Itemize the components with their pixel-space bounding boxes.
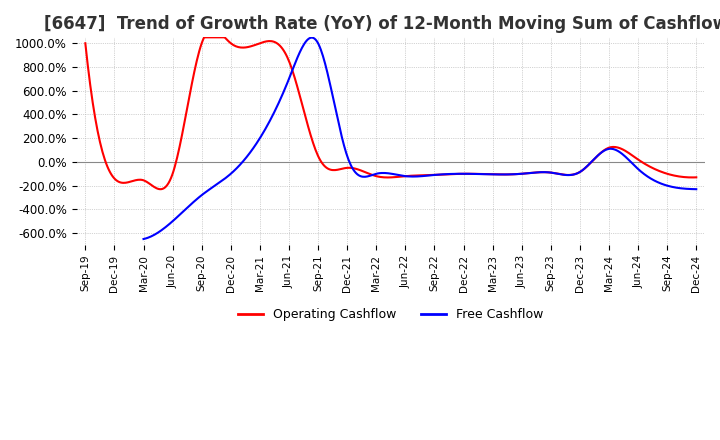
Operating Cashflow: [447, 172, 456, 177]
Free Cashflow: [692, 187, 701, 192]
Free Cashflow: [307, 35, 316, 40]
Legend: Operating Cashflow, Free Cashflow: Operating Cashflow, Free Cashflow: [233, 303, 549, 326]
Free Cashflow: [469, 171, 478, 176]
Free Cashflow: [680, 186, 688, 191]
Operating Cashflow: [156, 187, 164, 192]
Operating Cashflow: [81, 40, 90, 46]
Free Cashflow: [593, 153, 602, 158]
Free Cashflow: [439, 172, 448, 177]
Free Cashflow: [406, 174, 415, 179]
Title: [6647]  Trend of Growth Rate (YoY) of 12-Month Moving Sum of Cashflows: [6647] Trend of Growth Rate (YoY) of 12-…: [44, 15, 720, 33]
Operating Cashflow: [414, 173, 423, 178]
Free Cashflow: [139, 236, 148, 242]
Operating Cashflow: [377, 175, 386, 180]
Operating Cashflow: [584, 162, 593, 168]
Free Cashflow: [402, 174, 411, 179]
Operating Cashflow: [692, 175, 701, 180]
Operating Cashflow: [680, 174, 688, 180]
Line: Operating Cashflow: Operating Cashflow: [86, 37, 696, 189]
Operating Cashflow: [201, 35, 210, 40]
Operating Cashflow: [374, 174, 382, 179]
Line: Free Cashflow: Free Cashflow: [143, 37, 696, 239]
